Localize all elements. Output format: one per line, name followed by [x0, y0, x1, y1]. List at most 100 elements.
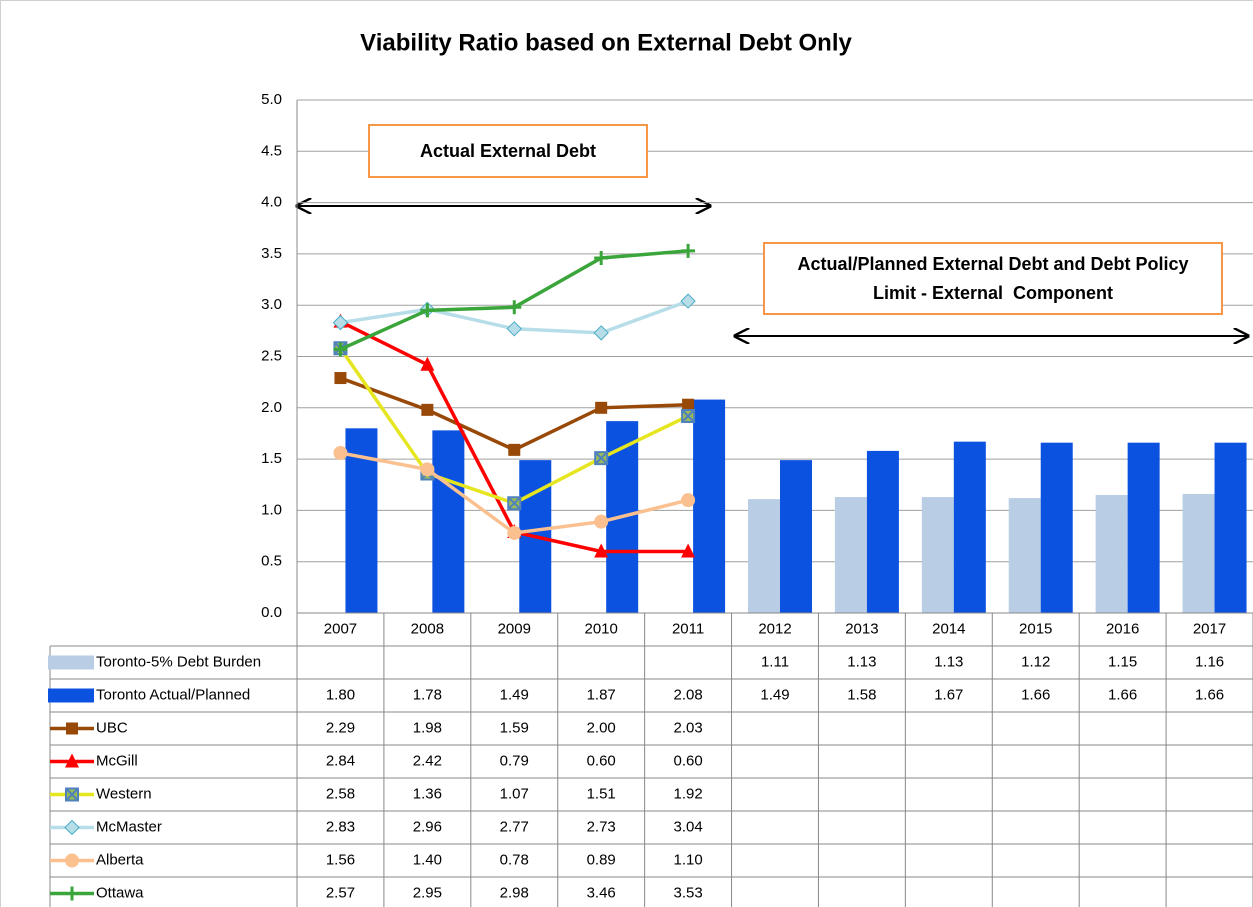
table-value: 3.04	[673, 818, 702, 835]
marker	[594, 514, 609, 529]
marker	[594, 451, 609, 466]
marker	[506, 321, 522, 337]
legend-label: McMaster	[96, 818, 162, 835]
marker	[66, 722, 78, 735]
y-tick-label: 4.0	[261, 194, 282, 211]
bar	[780, 460, 812, 613]
marker	[65, 886, 79, 901]
bar	[748, 499, 780, 613]
table-value: 2.58	[326, 785, 355, 802]
table-value: 1.11	[761, 653, 789, 670]
legend-swatch	[48, 688, 94, 703]
table-value: 1.59	[500, 719, 529, 736]
table-value: 2.98	[500, 884, 529, 901]
annotation: Actual External Debt	[368, 124, 648, 178]
bar	[953, 441, 986, 613]
table-value: 2.00	[587, 719, 616, 736]
table-value: 1.80	[326, 686, 355, 703]
marker	[332, 314, 349, 331]
legend-label: Western	[96, 785, 152, 802]
table-value: 0.79	[500, 752, 529, 769]
y-tick-label: 0.0	[261, 604, 282, 621]
marker	[681, 493, 696, 508]
legend-entry: McGill	[50, 752, 138, 769]
legend-entry: Ottawa	[50, 884, 144, 901]
legend-entry: UBC	[50, 719, 128, 736]
x-tick-label: 2017	[1193, 620, 1226, 637]
x-tick-label: 2011	[672, 620, 704, 637]
x-tick-label: 2015	[1019, 620, 1052, 637]
table-value: 1.13	[847, 653, 876, 670]
bar	[1008, 498, 1041, 613]
marker	[507, 496, 522, 511]
legend-label: Ottawa	[96, 884, 144, 901]
table-value: 0.78	[500, 851, 529, 868]
y-tick-label: 0.5	[261, 553, 282, 570]
y-tick-label: 5.0	[261, 91, 282, 108]
legend-label: Toronto-5% Debt Burden	[96, 653, 261, 670]
y-tick-label: 3.5	[261, 245, 282, 262]
marker	[594, 251, 609, 266]
marker	[334, 372, 347, 385]
legend-label: UBC	[96, 719, 128, 736]
marker	[421, 403, 434, 416]
legend-swatch	[48, 655, 94, 670]
table-value: 2.73	[587, 818, 616, 835]
bar	[834, 497, 867, 613]
y-tick-label: 1.5	[261, 450, 282, 467]
table-value: 1.15	[1108, 653, 1137, 670]
y-tick-label: 1.0	[261, 501, 282, 518]
table-value: 0.89	[587, 851, 616, 868]
table-value: 1.12	[1021, 653, 1050, 670]
bar	[1040, 442, 1073, 613]
marker	[420, 356, 435, 371]
table-value: 1.40	[413, 851, 442, 868]
marker	[420, 303, 435, 318]
x-tick-label: 2008	[411, 620, 444, 637]
bar	[1127, 442, 1160, 613]
bar	[1214, 442, 1247, 613]
x-tick-label: 2016	[1106, 620, 1139, 637]
table-value: 1.16	[1195, 653, 1224, 670]
legend-entry: Western	[50, 785, 152, 802]
marker	[594, 543, 609, 558]
bar	[866, 450, 899, 613]
table-value: 0.60	[587, 752, 616, 769]
marker	[595, 401, 608, 414]
table-value: 1.78	[413, 686, 442, 703]
legend-entry: Alberta	[50, 851, 144, 868]
table-value: 2.96	[413, 818, 442, 835]
table-value: 2.03	[673, 719, 702, 736]
marker	[593, 325, 609, 341]
table-value: 2.42	[413, 752, 442, 769]
legend-label: Alberta	[96, 851, 144, 868]
x-tick-label: 2007	[324, 620, 357, 637]
table-value: 2.57	[326, 884, 355, 901]
bar	[1095, 495, 1128, 613]
table-value: 2.84	[326, 752, 355, 769]
legend-entry: McMaster	[50, 818, 162, 835]
marker	[507, 525, 522, 540]
table-value: 1.07	[500, 785, 529, 802]
table-value: 3.53	[673, 884, 702, 901]
marker	[65, 853, 79, 868]
marker	[507, 300, 522, 315]
bar	[1182, 493, 1215, 613]
marker	[681, 243, 696, 258]
marker	[508, 443, 521, 456]
y-tick-label: 2.0	[261, 399, 282, 416]
annotation: Actual/Planned External Debt and Debt Po…	[763, 242, 1223, 315]
table-value: 1.58	[847, 686, 876, 703]
bar	[921, 497, 954, 613]
x-tick-label: 2013	[845, 620, 878, 637]
table-value: 1.66	[1021, 686, 1050, 703]
x-tick-label: 2009	[498, 620, 531, 637]
table-value: 1.87	[587, 686, 616, 703]
marker	[65, 753, 79, 768]
x-tick-label: 2010	[584, 620, 617, 637]
table-value: 2.29	[326, 719, 355, 736]
table-value: 2.77	[500, 818, 529, 835]
